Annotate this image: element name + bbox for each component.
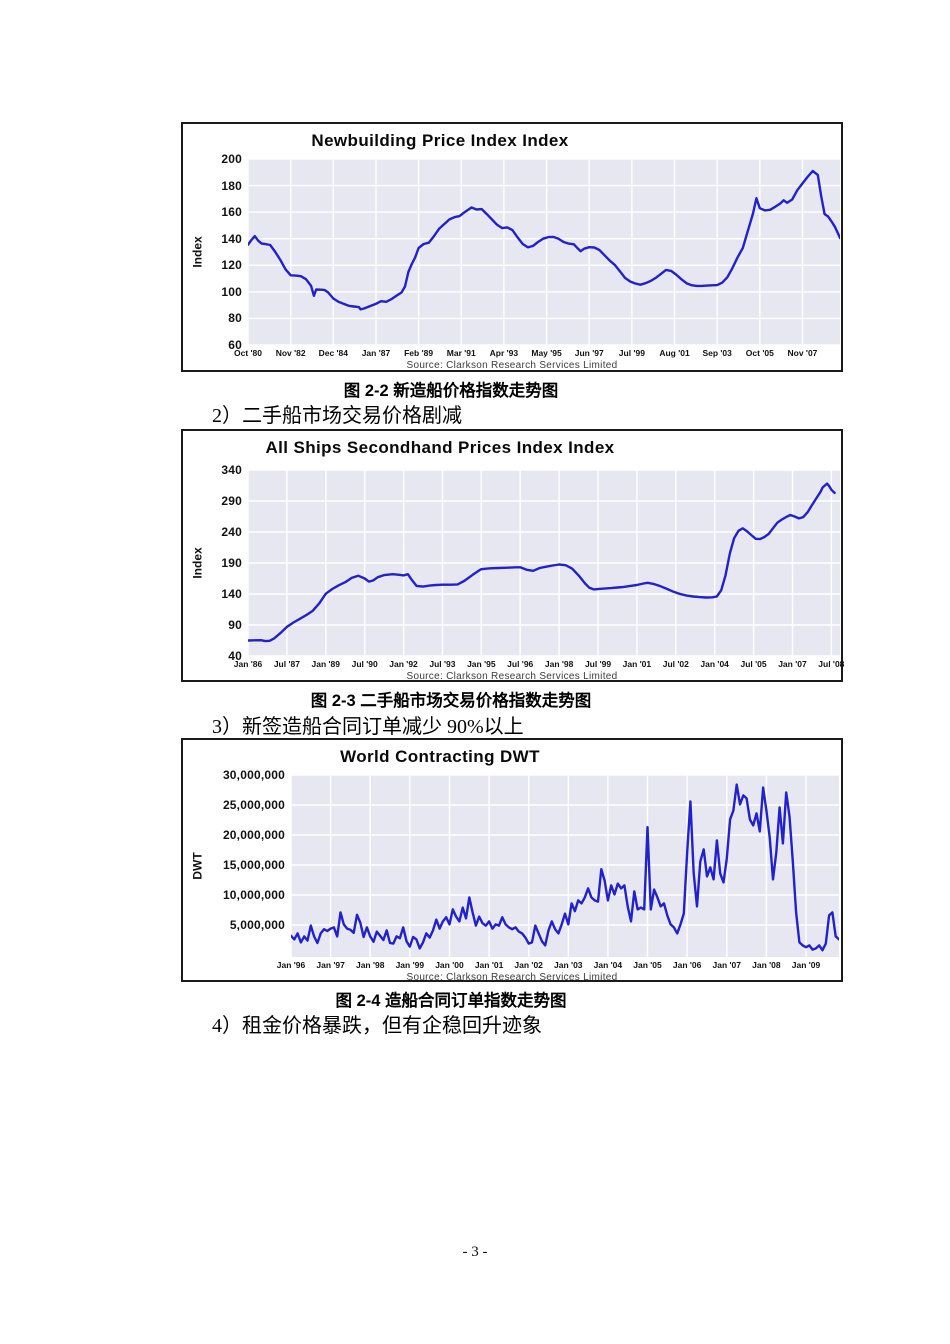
x-tick-label: Jan '98 <box>355 960 385 970</box>
y-tick-label: 90 <box>228 618 242 632</box>
x-tick-label: Jul '99 <box>618 348 645 358</box>
x-tick-label: Jan '99 <box>395 960 425 970</box>
chart-world-contracting-dwt: World Contracting DWT DWT 30,000,000 25,0… <box>181 738 843 983</box>
page-number: - 3 - <box>462 1244 488 1260</box>
x-tick-label: Jan '02 <box>514 960 543 970</box>
y-tick-label: 290 <box>221 494 242 508</box>
x-tick-label: Jan '05 <box>633 960 662 970</box>
x-tick-label: Jul '99 <box>584 659 612 669</box>
x-tick-label: Jan '04 <box>700 659 729 669</box>
x-tick-label: Mar '91 <box>446 348 476 358</box>
x-tick-label: Dec '84 <box>318 348 349 358</box>
x-tick-label: Jul '90 <box>351 659 378 669</box>
x-tick-label: Jan '00 <box>435 960 464 970</box>
source-note: Source: Clarkson Research Services Limit… <box>406 360 618 371</box>
y-tick-label: 200 <box>221 152 242 166</box>
plot-area <box>248 470 840 656</box>
figure-caption-2-4: 图 2-4 造船合同订单指数走势图 <box>335 992 567 1010</box>
y-tick-label: 120 <box>221 258 242 273</box>
x-tick-label: Apr '93 <box>489 348 519 358</box>
x-tick-label: Jan '01 <box>622 659 652 669</box>
x-tick-label: Oct '80 <box>233 348 262 358</box>
plot-area <box>248 159 840 345</box>
x-tick-label: Jan '95 <box>467 659 496 669</box>
y-tick-label: 60 <box>228 338 242 352</box>
body-paragraph-3: 3）新签造船合同订单减少 90%以上 <box>212 716 524 738</box>
x-tick-label: Jan '86 <box>233 659 263 669</box>
x-tick-label: Jul '05 <box>740 659 767 669</box>
x-tick-label: Jan '92 <box>389 659 418 669</box>
y-tick-label: 20,000,000 <box>222 828 285 842</box>
x-tick-label: Jan '98 <box>544 659 574 669</box>
x-tick-label: Jan '09 <box>791 960 821 970</box>
figure-caption-2-3: 图 2-3 二手船市场交易价格指数走势图 <box>310 692 592 710</box>
x-tick-label: Feb '89 <box>404 348 434 358</box>
chart-title: World Contracting DWT <box>340 747 540 766</box>
x-tick-label: Jan '08 <box>752 960 781 970</box>
x-tick-label: Oct '05 <box>745 348 774 358</box>
chart-title: Newbuilding Price Index Index <box>311 131 569 150</box>
y-tick-label: 10,000,000 <box>222 888 285 902</box>
x-tick-label: May '95 <box>531 348 562 358</box>
y-tick-label: 15,000,000 <box>222 858 285 872</box>
x-tick-label: Jan '87 <box>361 348 391 358</box>
x-tick-label: Nov '82 <box>275 348 306 358</box>
chart-newbuilding-price-index: Newbuilding Price Index Index Index 200 1… <box>181 122 843 372</box>
y-tick-label: 180 <box>221 178 242 193</box>
y-tick-label: 240 <box>221 525 242 539</box>
y-tick-label: 5,000,000 <box>229 918 285 932</box>
y-tick-label: 140 <box>221 231 242 246</box>
x-tick-label: Jan '89 <box>311 659 340 669</box>
body-paragraph-4: 4）租金价格暴跌，但有企稳回升迹象 <box>212 1015 542 1037</box>
x-tick-label: Jan '01 <box>474 960 504 970</box>
plot-area <box>291 775 839 957</box>
y-tick-label: 140 <box>221 587 242 601</box>
x-tick-label: Jan '04 <box>593 960 623 970</box>
x-tick-label: Jun '97 <box>574 348 604 358</box>
source-note: Source: Clarkson Research Services Limit… <box>406 972 618 983</box>
y-tick-label: 190 <box>221 556 242 570</box>
body-paragraph-2: 2）二手船市场交易价格剧减 <box>212 405 462 427</box>
y-tick-label: 160 <box>221 205 242 220</box>
x-tick-label: Jul '87 <box>273 659 300 669</box>
chart-title: All Ships Secondhand Prices Index Index <box>265 438 615 457</box>
x-tick-label: Jul '93 <box>429 659 456 669</box>
y-tick-label: 40 <box>228 649 242 663</box>
x-tick-label: Nov '07 <box>787 348 818 358</box>
x-tick-label: Sep '03 <box>702 348 732 358</box>
x-tick-label: Jan '03 <box>554 960 583 970</box>
y-tick-label: 100 <box>221 284 242 299</box>
x-tick-label: Jul '08 <box>818 659 845 669</box>
source-note: Source: Clarkson Research Services Limit… <box>406 671 618 682</box>
x-tick-label: Jul '02 <box>662 659 689 669</box>
figure-caption-2-2: 图 2-2 新造船价格指数走势图 <box>343 382 559 400</box>
x-tick-label: Aug '01 <box>659 348 690 358</box>
y-tick-label: 80 <box>228 311 242 326</box>
chart-secondhand-prices-index: All Ships Secondhand Prices Index Index … <box>181 429 844 682</box>
y-tick-label: 30,000,000 <box>222 768 285 782</box>
y-tick-label: 25,000,000 <box>222 798 285 812</box>
x-tick-label: Jan '06 <box>672 960 702 970</box>
x-tick-label: Jul '96 <box>507 659 534 669</box>
x-tick-label: Jan '07 <box>778 659 807 669</box>
x-tick-label: Jan '07 <box>712 960 741 970</box>
y-tick-label: 340 <box>221 463 242 477</box>
x-tick-label: Jan '96 <box>276 960 306 970</box>
x-tick-label: Jan '97 <box>316 960 345 970</box>
